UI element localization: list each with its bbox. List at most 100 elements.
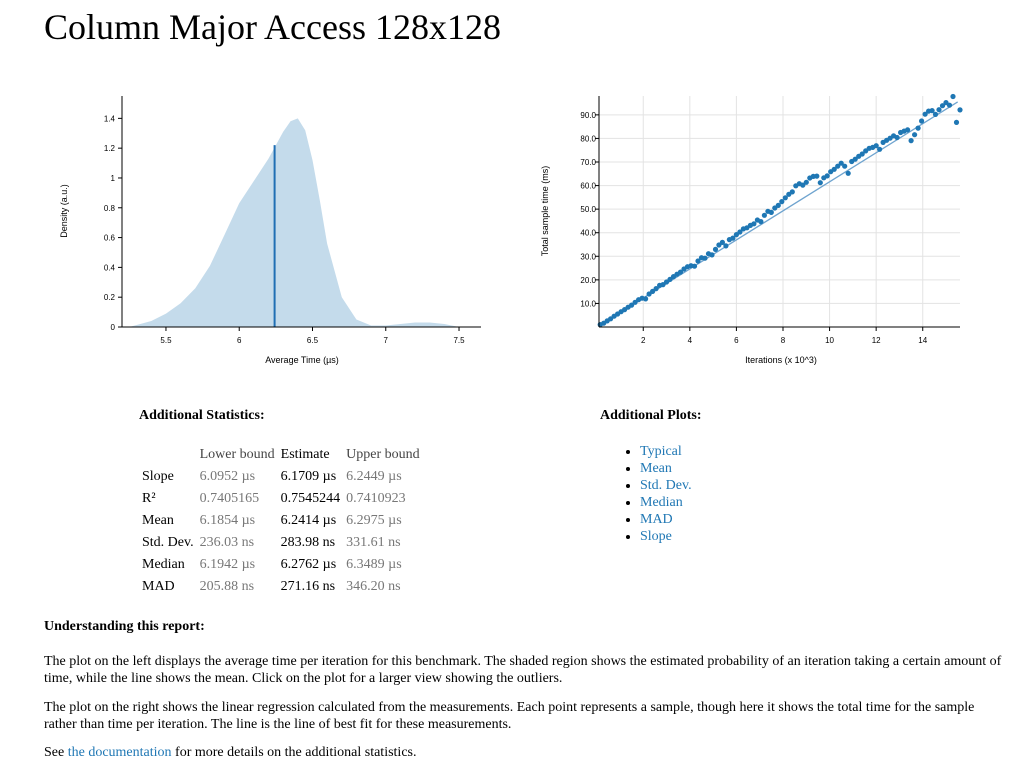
regression-point	[629, 302, 635, 308]
reg-xtick-label: 2	[641, 336, 646, 345]
statistics-estimate: 6.2414 µs	[280, 513, 337, 528]
regression-point	[936, 107, 942, 113]
regression-point	[950, 93, 956, 100]
page-title: Column Major Access 128x128	[44, 7, 501, 47]
plot-link-std-dev[interactable]: Std. Dev.	[640, 478, 692, 493]
additional-plots-list: Typical Mean Std. Dev. Median MAD Slope	[622, 443, 692, 545]
plot-link-median[interactable]: Median	[640, 495, 683, 510]
regression-point	[730, 235, 736, 241]
regression-point	[653, 286, 659, 292]
regression-point	[919, 118, 925, 124]
pdf-ytick-label: 0	[111, 323, 116, 332]
regression-point	[758, 219, 764, 225]
regression-point	[908, 138, 914, 144]
statistics-estimate: 6.2762 µs	[280, 557, 337, 572]
regression-point	[905, 127, 911, 133]
regression-point	[929, 108, 935, 114]
regression-point	[709, 252, 715, 258]
regression-point	[845, 170, 851, 176]
pdf-plot[interactable]: 0 0.2 0.4 0.6 0.8 1 1.2 1.4 5.5 6 6.5 7 7.5 Density…	[55, 90, 495, 380]
regression-point	[922, 111, 928, 117]
statistics-upper-bound: 331.61 ns	[346, 535, 401, 550]
pdf-ytick-label: 0.4	[104, 263, 116, 272]
regression-point	[915, 125, 921, 131]
regression-point	[723, 243, 729, 249]
regression-point	[719, 239, 725, 245]
regression-point	[775, 202, 781, 208]
regression-point	[852, 156, 858, 162]
plot-list-item: Slope	[640, 528, 692, 545]
docs-text-before: See	[44, 745, 68, 760]
regression-point	[842, 163, 848, 169]
pdf-density-area	[129, 118, 460, 328]
statistics-header-row: Lower bound Estimate Upper bound	[139, 444, 423, 466]
pdf-xtick-label: 5.5	[160, 336, 172, 345]
statistics-header-upper: Upper bound	[346, 447, 420, 462]
reg-xtick-label: 14	[918, 336, 927, 345]
regression-point	[835, 163, 841, 169]
docs-text-after: for more details on the additional stati…	[171, 745, 417, 760]
regression-point	[817, 180, 823, 186]
statistics-lower-bound: 0.7405165	[199, 491, 260, 506]
regression-point	[814, 173, 820, 179]
pdf-ytick-label: 0.6	[104, 234, 116, 243]
regression-point	[859, 151, 865, 157]
statistics-header-estimate: Estimate	[280, 447, 330, 462]
plot-list-item: MAD	[640, 511, 692, 528]
statistics-lower-bound: 6.1854 µs	[199, 513, 256, 528]
regression-point	[779, 199, 785, 205]
understanding-paragraph-left-plot: The plot on the left displays the averag…	[44, 654, 1002, 686]
understanding-paragraph-docs: See the documentation for more details o…	[44, 744, 1004, 761]
regression-point	[824, 173, 830, 179]
regression-point	[873, 143, 879, 149]
regression-point	[751, 221, 757, 227]
reg-ytick-label: 80.0	[580, 134, 596, 143]
regression-point	[667, 276, 673, 282]
statistics-label: Slope	[142, 469, 174, 484]
plot-link-mad[interactable]: MAD	[640, 512, 673, 527]
documentation-link[interactable]: the documentation	[67, 745, 172, 760]
reg-ytick-label: 40.0	[580, 229, 596, 238]
pdf-ytick-label: 1.4	[104, 114, 116, 123]
regression-point	[761, 212, 767, 218]
statistics-row: R² 0.7405165 0.7545244 0.7410923	[139, 488, 423, 510]
plot-list-item: Median	[640, 494, 692, 511]
regression-plot[interactable]: 10.0 20.0 30.0 40.0 50.0 60.0 70.0 80.0 90.0 2 4 6…	[535, 90, 975, 380]
regression-point	[803, 179, 809, 185]
pdf-xlabel: Average Time (µs)	[265, 355, 339, 365]
pdf-ytick-label: 1	[111, 174, 116, 183]
regression-point	[957, 107, 963, 113]
regression-point	[768, 209, 774, 215]
statistics-upper-bound: 0.7410923	[346, 491, 406, 506]
statistics-label: Mean	[142, 513, 174, 528]
regression-point	[650, 288, 656, 294]
plot-link-mean[interactable]: Mean	[640, 461, 672, 476]
regression-point	[737, 229, 743, 235]
plot-list-item: Mean	[640, 460, 692, 477]
regression-point	[702, 255, 708, 261]
statistics-label: Std. Dev.	[142, 535, 194, 550]
statistics-lower-bound: 236.03 ns	[199, 535, 255, 550]
regression-point	[677, 269, 684, 275]
statistics-lower-bound: 6.0952 µs	[199, 469, 256, 484]
regression-point	[831, 166, 837, 172]
plot-link-slope[interactable]: Slope	[640, 529, 672, 544]
statistics-row: Mean 6.1854 µs 6.2414 µs 6.2975 µs	[139, 510, 423, 532]
statistics-header-lower: Lower bound	[199, 447, 275, 462]
regression-point	[932, 111, 939, 117]
regression-point	[953, 119, 960, 125]
regression-point	[643, 296, 649, 302]
statistics-upper-bound: 6.2449 µs	[346, 469, 402, 484]
statistics-lower-bound: 205.88 ns	[199, 579, 255, 594]
plot-link-typical[interactable]: Typical	[640, 444, 682, 459]
regression-point	[912, 132, 918, 138]
reg-xtick-label: 4	[688, 336, 693, 345]
pdf-ytick-label: 0.2	[104, 293, 116, 302]
statistics-estimate: 6.1709 µs	[280, 469, 337, 484]
understanding-title: Understanding this report:	[44, 619, 205, 634]
statistics-lower-bound: 6.1942 µs	[199, 557, 256, 572]
pdf-xtick-label: 6	[237, 336, 242, 345]
reg-ytick-label: 90.0	[580, 111, 596, 120]
reg-xtick-label: 6	[734, 336, 739, 345]
regression-point	[800, 182, 806, 188]
